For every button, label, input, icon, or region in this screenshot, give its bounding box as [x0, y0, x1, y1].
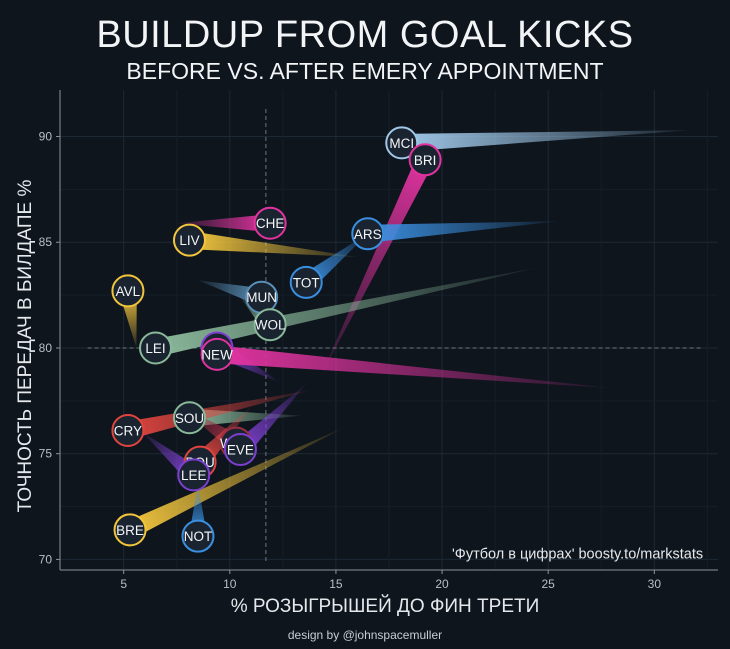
x-tick-label: 30	[648, 577, 662, 591]
point-bri	[408, 143, 442, 177]
x-tick-label: 20	[435, 577, 449, 591]
point-wol	[253, 308, 287, 342]
point-liv	[172, 223, 206, 257]
point-label-mun: MUN	[246, 290, 277, 305]
y-tick-label: 75	[39, 447, 53, 461]
trail-bri	[321, 155, 434, 376]
x-tick-label: 25	[542, 577, 556, 591]
point-label-bre: BRE	[116, 523, 144, 538]
point-not	[181, 519, 215, 553]
point-eve	[223, 432, 257, 466]
point-avl	[111, 274, 145, 308]
point-label-wol: WOL	[255, 318, 286, 333]
design-credit: design by @johnspacemuller	[287, 628, 443, 642]
trail-lei	[153, 267, 538, 357]
trail-liv	[188, 231, 358, 258]
point-label-cry: CRY	[114, 423, 142, 438]
trail-bre	[126, 428, 343, 538]
point-label-new: NEW	[201, 347, 233, 362]
point-label-sou: SOU	[175, 411, 204, 426]
y-tick-label: 70	[39, 552, 53, 566]
point-lee	[177, 458, 211, 492]
trail-che	[176, 214, 271, 233]
point-lei	[139, 331, 173, 365]
point-ars	[351, 217, 385, 251]
trail-cry	[125, 390, 311, 440]
chart-title: BUILDUP FROM GOAL KICKS	[96, 14, 634, 56]
point-new	[200, 337, 234, 371]
source-annotation: 'Футбол в цифрах' boosty.to/markstats	[452, 546, 703, 562]
point-label-tot: TOT	[293, 275, 320, 290]
trail-mci	[401, 130, 691, 152]
point-label-ars: ARS	[354, 227, 382, 242]
point-label-liv: LIV	[179, 233, 199, 248]
point-tot	[289, 265, 323, 299]
trail-new	[216, 345, 612, 389]
point-label-eve: EVE	[227, 442, 254, 457]
point-bre	[113, 513, 147, 547]
x-axis-label: % РОЗЫГРЫШЕЙ ДО ФИН ТРЕТИ	[230, 596, 540, 617]
point-label-lee: LEE	[181, 468, 207, 483]
x-tick-label: 5	[120, 577, 127, 591]
point-label-mci: MCI	[389, 136, 414, 151]
y-axis-label: ТОЧНОСТЬ ПЕРЕДАЧ В БИЛДАПЕ %	[15, 179, 36, 513]
trail-ars	[367, 221, 559, 243]
point-label-bri: BRI	[414, 153, 437, 168]
point-che	[253, 206, 287, 240]
point-label-lei: LEI	[145, 341, 165, 356]
x-tick-label: 15	[329, 577, 343, 591]
x-tick-label: 10	[223, 577, 237, 591]
y-tick-label: 80	[39, 341, 53, 355]
point-label-not: NOT	[184, 529, 213, 544]
point-sou	[172, 401, 206, 435]
point-mci	[385, 126, 419, 160]
point-label-avl: AVL	[116, 284, 141, 299]
point-cry	[111, 413, 145, 447]
chart-subtitle: BEFORE VS. AFTER EMERY APPOINTMENT	[126, 58, 604, 84]
y-tick-label: 85	[39, 235, 53, 249]
point-label-che: CHE	[256, 216, 285, 231]
y-tick-label: 90	[39, 130, 53, 144]
